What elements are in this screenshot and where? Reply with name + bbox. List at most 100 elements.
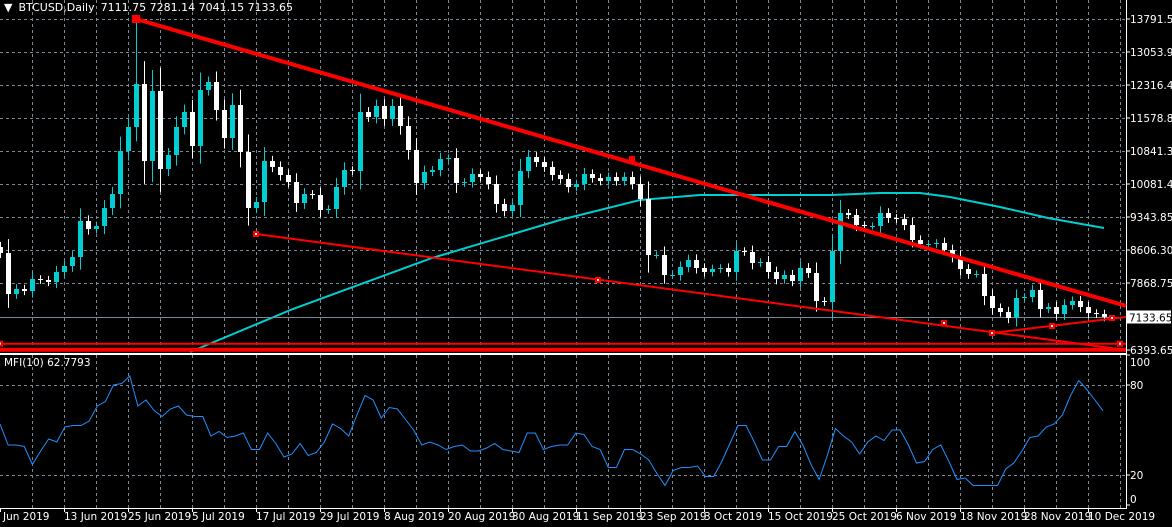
candle bbox=[1022, 293, 1027, 302]
trendline-anchor-handle[interactable] bbox=[629, 156, 635, 163]
candle-body bbox=[582, 174, 587, 185]
candle-body bbox=[646, 199, 651, 255]
date-label: 3 Jun 2019 bbox=[0, 511, 49, 523]
candle bbox=[982, 264, 987, 306]
candle bbox=[294, 173, 299, 212]
candle-body bbox=[1062, 305, 1067, 315]
candle bbox=[214, 71, 219, 121]
candle-body bbox=[590, 174, 595, 179]
candle-body bbox=[0, 246, 3, 253]
candle bbox=[190, 99, 195, 159]
candle-body bbox=[886, 213, 891, 218]
candle-body bbox=[990, 296, 995, 309]
candle bbox=[590, 169, 595, 183]
date-label: 20 Aug 2019 bbox=[448, 511, 515, 523]
candle-body bbox=[894, 217, 899, 220]
candle bbox=[870, 222, 875, 230]
candle bbox=[558, 170, 563, 184]
candle bbox=[54, 265, 59, 289]
candle-body bbox=[94, 226, 99, 229]
candle bbox=[1094, 309, 1099, 318]
candle-body bbox=[1086, 307, 1091, 314]
candle bbox=[670, 271, 675, 279]
candle bbox=[806, 263, 811, 278]
anchor-dot bbox=[943, 322, 945, 325]
trendline-anchor-handle[interactable] bbox=[0, 340, 3, 347]
candle bbox=[614, 172, 619, 186]
candle-body bbox=[22, 289, 27, 292]
candle-body bbox=[278, 166, 283, 175]
candle bbox=[206, 76, 211, 96]
candle-body bbox=[1006, 311, 1011, 318]
candle-body bbox=[758, 262, 763, 264]
candle bbox=[782, 270, 787, 284]
anchor-dot bbox=[597, 279, 599, 282]
candle bbox=[254, 196, 259, 214]
candle bbox=[222, 99, 227, 149]
triangle-down-icon[interactable]: ▼ bbox=[4, 1, 13, 14]
candle bbox=[654, 251, 659, 259]
candle-body bbox=[478, 174, 483, 178]
candle-body bbox=[142, 83, 147, 161]
candle-body bbox=[398, 106, 403, 127]
rising-trendline-line bbox=[991, 316, 1127, 335]
candle bbox=[382, 99, 387, 126]
candle bbox=[366, 107, 371, 122]
anchor-dot bbox=[0, 342, 1, 345]
price-tick-label: 10841.30 bbox=[1130, 146, 1172, 158]
candle bbox=[342, 162, 347, 195]
candle-body bbox=[166, 154, 171, 169]
candle-body bbox=[606, 177, 611, 182]
candle-body bbox=[726, 267, 731, 272]
support-line bbox=[0, 340, 1126, 347]
candle bbox=[454, 148, 459, 193]
candle bbox=[582, 167, 587, 191]
candle-body bbox=[854, 214, 859, 226]
candle bbox=[638, 176, 643, 207]
candle bbox=[110, 186, 115, 216]
candle-body bbox=[174, 126, 179, 155]
price-tick-label: 6393.65 bbox=[1130, 345, 1172, 357]
candle bbox=[550, 161, 555, 181]
candle bbox=[510, 199, 515, 217]
candle-body bbox=[878, 213, 883, 227]
candle bbox=[534, 152, 539, 167]
candle bbox=[646, 181, 651, 273]
candle bbox=[174, 116, 179, 166]
candle-body bbox=[126, 126, 131, 152]
candle bbox=[934, 239, 939, 248]
candle bbox=[1070, 296, 1075, 310]
candle-body bbox=[926, 243, 931, 245]
candle-body bbox=[414, 149, 419, 184]
price-tick-label: 13053.95 bbox=[1130, 47, 1172, 59]
candle-body bbox=[742, 251, 747, 253]
trendline-anchor-handle[interactable] bbox=[132, 15, 140, 23]
candle-body bbox=[814, 272, 819, 301]
candle bbox=[822, 297, 827, 306]
candle-body bbox=[270, 160, 275, 167]
candle bbox=[358, 93, 363, 190]
candle-body bbox=[1054, 307, 1059, 315]
candle bbox=[446, 154, 451, 163]
candle-body bbox=[694, 260, 699, 268]
candle-body bbox=[998, 308, 1003, 312]
candle bbox=[70, 251, 75, 272]
candle bbox=[1046, 302, 1051, 314]
candle bbox=[246, 134, 251, 226]
date-label: 10 Dec 2019 bbox=[1088, 511, 1155, 523]
date-label: 17 Jul 2019 bbox=[256, 511, 315, 523]
date-label: 29 Jul 2019 bbox=[320, 511, 379, 523]
date-label: 18 Nov 2019 bbox=[960, 511, 1027, 523]
candle-body bbox=[846, 213, 851, 215]
upper-trendline-line bbox=[135, 17, 1127, 308]
candle-body bbox=[326, 209, 331, 211]
candle bbox=[438, 152, 443, 177]
candle-body bbox=[494, 184, 499, 205]
candle-body bbox=[86, 220, 91, 229]
candle-body bbox=[46, 280, 51, 283]
anchor-dot bbox=[1119, 342, 1121, 345]
candle bbox=[270, 155, 275, 173]
candle bbox=[478, 169, 483, 182]
